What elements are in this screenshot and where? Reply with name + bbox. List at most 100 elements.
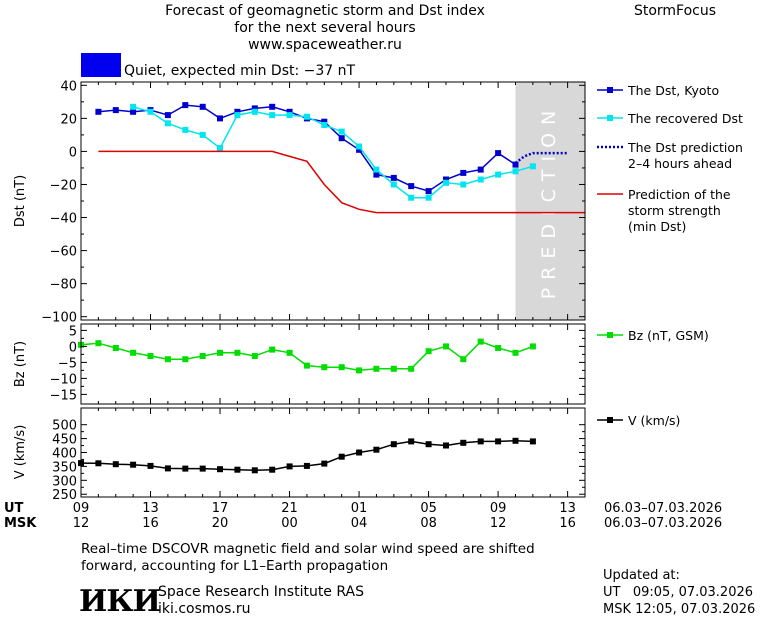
ut-tick-label: 13	[142, 501, 159, 516]
note-line-1: Real–time DSCOVR magnetic field and sola…	[81, 541, 535, 557]
legend-storm-strength-label: storm strength	[628, 203, 721, 218]
panel-1-series-2-point	[251, 108, 258, 115]
legend-bz-label: Bz (nT, GSM)	[628, 328, 709, 343]
ut-tick-label: 17	[212, 501, 229, 516]
msk-tick-label: 12	[490, 516, 507, 531]
panel-2-series-1-point	[425, 348, 432, 355]
note-line-2: forward, accounting for L1–Earth propaga…	[81, 558, 389, 574]
status-color-box	[81, 53, 121, 77]
panel-1-series-1-point	[217, 115, 223, 122]
msk-tick-label: 20	[212, 516, 229, 531]
panel-1-series-2-point	[512, 168, 519, 175]
panel-3-ytick-label: 350	[52, 460, 77, 475]
panel-1-series-1-point	[512, 161, 519, 168]
panel-1-series-1-point	[95, 108, 102, 115]
panel-1-series-2-point	[303, 113, 310, 120]
panel-1-series-2-point	[443, 179, 449, 186]
panel-3-ytick-label: 450	[52, 433, 77, 448]
panel-2-series-1-point	[408, 365, 415, 372]
panel-2-series-1-point	[217, 349, 223, 356]
msk-tick-label: 16	[559, 516, 576, 531]
iki-logo: ИКИ	[79, 584, 161, 619]
panel-3-series-1-point	[234, 466, 241, 473]
panel-1-ytick-label: −80	[50, 278, 77, 293]
panel-2-ytick-label: −5	[58, 356, 77, 371]
ut-tick-label: 21	[281, 501, 298, 516]
panel-1-series-1-point	[164, 112, 171, 119]
panel-3-series-1-point	[512, 437, 519, 444]
panel-3-series-1-point	[182, 465, 189, 472]
panel-1-series-2-point	[390, 181, 397, 188]
panel-3-series-1-point	[217, 466, 223, 473]
panel-3-series-1-point	[95, 460, 102, 467]
panel-2-series-1-point	[443, 343, 449, 350]
panel-2-frame	[80, 323, 586, 405]
panel-3-series-1-point	[269, 466, 276, 473]
panel-1-series-1-point	[408, 183, 415, 190]
panel-1-series-1-point	[130, 108, 137, 115]
legend-storm-strength-label: (min Dst)	[628, 219, 686, 234]
panel-1-series-1-point	[269, 103, 276, 110]
panel-3-series-1-point	[338, 453, 345, 460]
ut-date-range: 06.03–07.03.2026	[604, 501, 722, 516]
panel-2-series-1-point	[164, 356, 171, 363]
panel-1-series-2-point	[234, 112, 241, 119]
panel-1-series-2-point	[529, 163, 536, 170]
legend-recovered-dst-marker	[607, 115, 613, 121]
panel-1-series-2-point	[130, 103, 137, 110]
panel-1-series-1-point	[495, 150, 502, 157]
title-line-3: www.spaceweather.ru	[248, 37, 402, 53]
panel-3-ylabel: V (km/s)	[13, 425, 28, 480]
panel-2-series-1-point	[303, 362, 310, 369]
panel-3-series-1-point	[425, 441, 432, 448]
panel-3-series-1-point	[321, 460, 328, 467]
panel-2-series-1-point	[234, 349, 241, 356]
panel-2-series-1-point	[199, 353, 206, 359]
panel-1-series-2-point	[460, 181, 467, 188]
panel-1-series-1-point	[321, 118, 328, 125]
panel-3-frame	[80, 407, 586, 498]
panel-1-series-1-point	[373, 171, 380, 178]
panel-1-ytick-label: −100	[41, 311, 77, 326]
panel-1-series-1-point	[338, 135, 345, 142]
institute-site[interactable]: iki.cosmos.ru	[158, 601, 251, 617]
panel-2-series-1-point	[356, 367, 363, 374]
status-text: Quiet, expected min Dst: −37 nT	[124, 63, 356, 79]
panel-1-series-2-point	[408, 194, 415, 201]
ut-tick-label: 05	[420, 501, 437, 516]
legend-dst-kyoto-label: The Dst, Kyoto	[627, 83, 719, 98]
msk-date-range: 06.03–07.03.2026	[604, 516, 722, 531]
msk-axis-label: MSK	[4, 516, 37, 531]
updated-ut: UT 09:05, 07.03.2026	[603, 585, 754, 600]
panel-1-series-2-point	[199, 131, 206, 138]
panel-3-ytick-label: 300	[52, 474, 77, 489]
panel-1-series-2-point	[373, 166, 380, 173]
legend-recovered-dst-label: The recovered Dst	[627, 111, 743, 126]
panel-1-series-4-line	[98, 150, 585, 214]
panel-3-series-1-point	[477, 438, 484, 445]
panel-1-ytick-label: −40	[50, 212, 77, 227]
panel-3-series-1-point	[443, 442, 449, 449]
panel-1-series-2-point	[147, 108, 154, 115]
prediction-band-label: PREDICTION	[538, 103, 560, 300]
panel-1-series-2-point	[356, 143, 363, 150]
legend-bz-marker	[607, 332, 613, 338]
legend-dst-kyoto-marker	[607, 87, 613, 93]
institute-name: Space Research Institute RAS	[158, 584, 364, 600]
legend-speed-marker	[607, 417, 613, 423]
panel-3-ytick-label: 250	[52, 488, 77, 503]
panel-1-frame	[80, 81, 586, 321]
prediction-band	[515, 82, 585, 320]
panel-1-series-1-point	[477, 166, 484, 173]
panel-1-series-1-point	[112, 107, 119, 114]
panel-3-series-1-point	[390, 441, 397, 448]
msk-tick-label: 04	[351, 516, 368, 531]
panel-2-series-1-point	[251, 353, 258, 359]
panel-3-series-1-point	[373, 446, 380, 453]
panel-3-series-1-point	[303, 462, 310, 469]
panel-1-series-1-point	[356, 146, 363, 153]
msk-tick-label: 08	[420, 516, 437, 531]
updated-label: Updated at:	[603, 568, 680, 583]
ut-tick-label: 01	[351, 501, 368, 516]
panel-1-series-1-point	[251, 105, 258, 112]
